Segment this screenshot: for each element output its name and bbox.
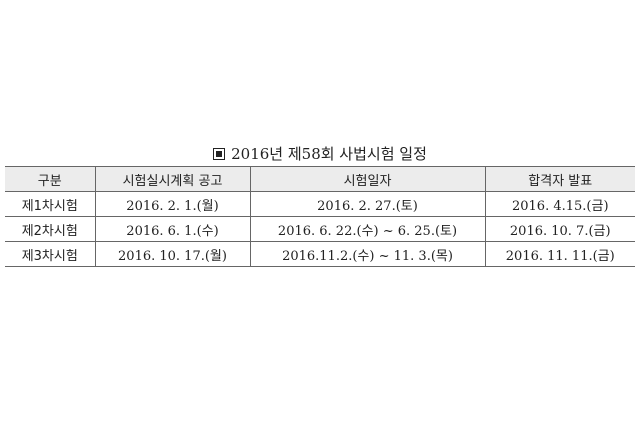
cell-announcement: 2016. 10. 17.(월)	[94, 241, 251, 267]
row-label: 제2차시험	[5, 216, 96, 242]
cell-announcement: 2016. 2. 1.(월)	[94, 191, 251, 217]
row-label: 제3차시험	[5, 241, 96, 267]
cell-exam-date: 2016.11.2.(수) ~ 11. 3.(목)	[249, 241, 486, 267]
header-category: 구분	[5, 166, 96, 192]
cell-result: 2016. 4.15.(금)	[484, 191, 635, 217]
cell-exam-date: 2016. 2. 27.(토)	[249, 191, 486, 217]
row-label: 제1차시험	[5, 191, 96, 217]
table-header-row: 구분 시험실시계획 공고 시험일자 합격자 발표	[5, 166, 635, 192]
cell-announcement: 2016. 6. 1.(수)	[94, 216, 251, 242]
table-row: 제1차시험 2016. 2. 1.(월) 2016. 2. 27.(토) 201…	[5, 191, 635, 217]
cell-result: 2016. 11. 11.(금)	[484, 241, 635, 267]
document-title: 2016년 제58회 사법시험 일정	[0, 143, 640, 164]
header-exam-date: 시험일자	[249, 166, 486, 192]
schedule-table: 구분 시험실시계획 공고 시험일자 합격자 발표 제1차시험 2016. 2. …	[5, 166, 635, 267]
cell-exam-date: 2016. 6. 22.(수) ~ 6. 25.(토)	[249, 216, 486, 242]
square-bullet-icon	[213, 148, 226, 160]
table-row: 제3차시험 2016. 10. 17.(월) 2016.11.2.(수) ~ 1…	[5, 241, 635, 267]
header-announcement: 시험실시계획 공고	[94, 166, 251, 192]
table-row: 제2차시험 2016. 6. 1.(수) 2016. 6. 22.(수) ~ 6…	[5, 216, 635, 242]
header-result: 합격자 발표	[484, 166, 635, 192]
cell-result: 2016. 10. 7.(금)	[484, 216, 635, 242]
title-text: 2016년 제58회 사법시험 일정	[231, 145, 427, 163]
